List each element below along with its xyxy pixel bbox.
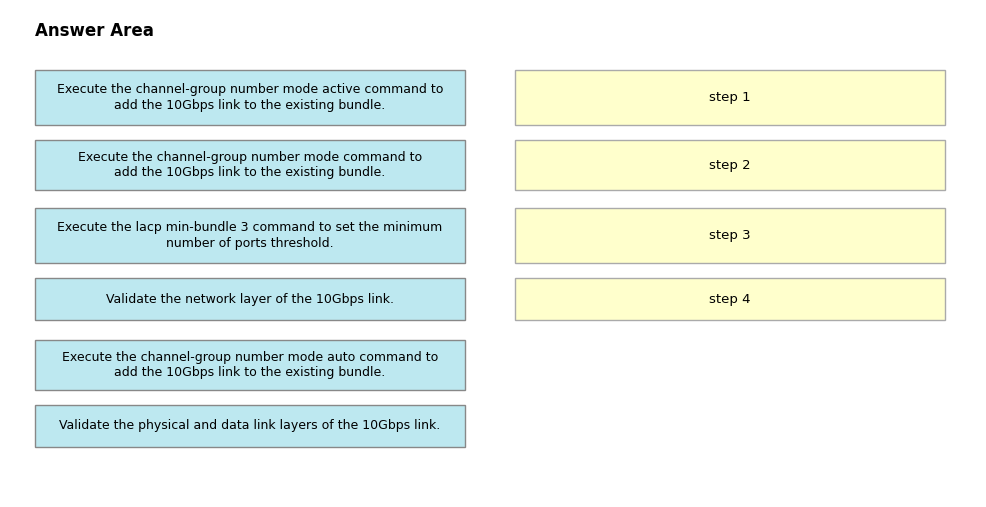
Text: Answer Area: Answer Area <box>35 22 154 40</box>
FancyBboxPatch shape <box>515 208 944 263</box>
Text: Execute the lacp min-bundle 3 command to set the minimum
number of ports thresho: Execute the lacp min-bundle 3 command to… <box>57 222 442 249</box>
FancyBboxPatch shape <box>515 70 944 125</box>
FancyBboxPatch shape <box>35 208 464 263</box>
Text: Execute the channel-group number mode auto command to
add the 10Gbps link to the: Execute the channel-group number mode au… <box>62 351 438 379</box>
Text: Validate the network layer of the 10Gbps link.: Validate the network layer of the 10Gbps… <box>106 293 393 306</box>
Text: step 4: step 4 <box>709 293 750 306</box>
FancyBboxPatch shape <box>35 405 464 447</box>
Text: step 1: step 1 <box>709 91 750 104</box>
Text: step 3: step 3 <box>709 229 750 242</box>
Text: step 2: step 2 <box>709 159 750 171</box>
FancyBboxPatch shape <box>515 140 944 190</box>
Text: Execute the channel-group number mode active command to
add the 10Gbps link to t: Execute the channel-group number mode ac… <box>57 84 443 112</box>
FancyBboxPatch shape <box>515 278 944 320</box>
FancyBboxPatch shape <box>35 340 464 390</box>
Text: Execute the channel-group number mode command to
add the 10Gbps link to the exis: Execute the channel-group number mode co… <box>78 151 422 179</box>
FancyBboxPatch shape <box>35 140 464 190</box>
FancyBboxPatch shape <box>35 70 464 125</box>
Text: Validate the physical and data link layers of the 10Gbps link.: Validate the physical and data link laye… <box>59 419 440 432</box>
FancyBboxPatch shape <box>35 278 464 320</box>
